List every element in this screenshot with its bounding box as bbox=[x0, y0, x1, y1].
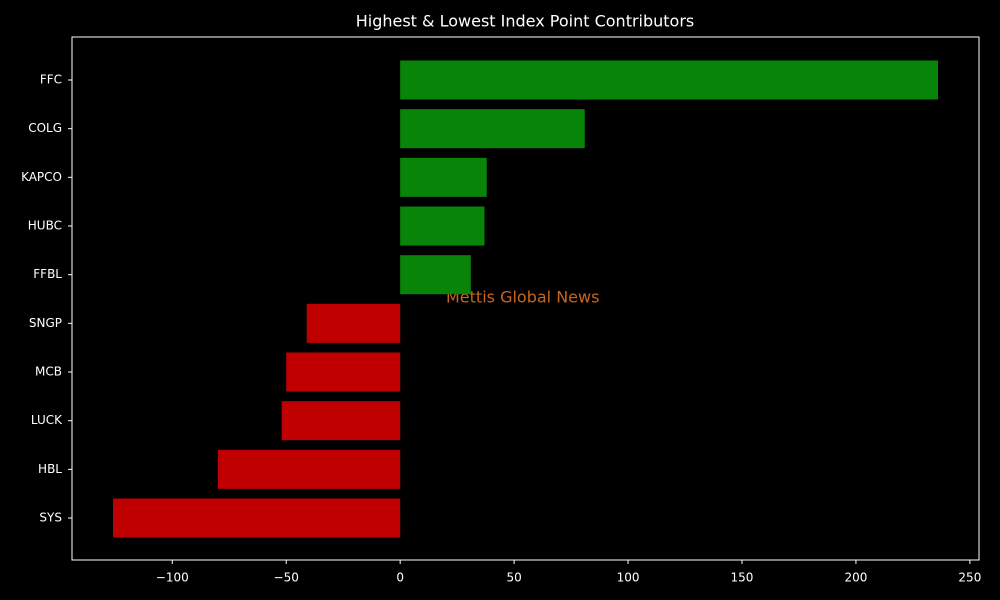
x-tick-label: 150 bbox=[731, 571, 754, 585]
watermark: Mettis Global News bbox=[446, 288, 599, 307]
y-tick-label: HUBC bbox=[28, 219, 62, 233]
bar bbox=[113, 498, 401, 538]
bar bbox=[400, 206, 485, 246]
bar bbox=[306, 303, 401, 343]
x-tick-label: −100 bbox=[156, 571, 189, 585]
x-tick-label: 200 bbox=[844, 571, 867, 585]
chart-title: Highest & Lowest Index Point Contributor… bbox=[356, 12, 695, 31]
y-tick-label: FFBL bbox=[33, 267, 62, 281]
y-tick-label: LUCK bbox=[31, 413, 63, 427]
bar bbox=[400, 255, 471, 295]
x-tick-label: 0 bbox=[396, 571, 404, 585]
bar bbox=[400, 157, 487, 197]
bar bbox=[217, 449, 401, 489]
bar bbox=[400, 60, 938, 100]
y-tick-label: SNGP bbox=[29, 316, 62, 330]
y-tick-label: HBL bbox=[38, 462, 62, 476]
bar bbox=[286, 352, 401, 392]
plot-frame bbox=[71, 36, 980, 561]
x-tick-label: 100 bbox=[617, 571, 640, 585]
y-tick-label: KAPCO bbox=[21, 170, 62, 184]
bar bbox=[281, 401, 401, 441]
x-tick-label: 50 bbox=[506, 571, 521, 585]
bar bbox=[400, 109, 585, 149]
x-tick-label: −50 bbox=[274, 571, 299, 585]
y-tick-label: COLG bbox=[28, 121, 62, 135]
y-tick-label: FFC bbox=[40, 73, 62, 87]
x-tick-label: 250 bbox=[958, 571, 981, 585]
y-tick-label: SYS bbox=[39, 511, 62, 525]
y-tick-label: MCB bbox=[35, 365, 62, 379]
